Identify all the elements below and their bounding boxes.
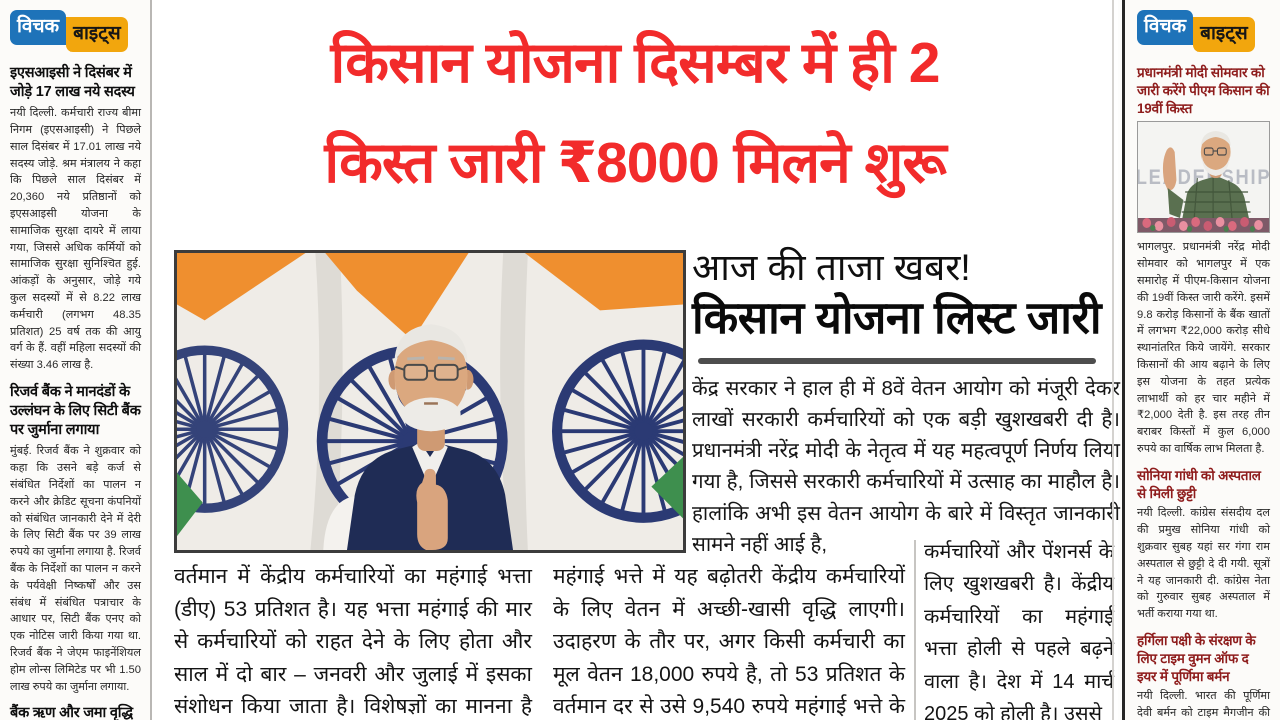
article-body: भागलपुर. प्रधानमंत्री नरेंद्र मोदी सोमवा… bbox=[1137, 241, 1270, 455]
vertical-divider bbox=[1112, 0, 1114, 720]
masthead-word-yellow: बाइट्स bbox=[66, 17, 128, 52]
main-story-area: किसान योजना दिसम्बर में ही 2 किस्त जारी … bbox=[152, 0, 1120, 720]
main-headline-line2: किस्त जारी ₹8000 मिलने शुरू bbox=[324, 130, 946, 195]
kicker-text: आज की ताजा खबर! bbox=[692, 247, 971, 288]
article-body: मुंबई. रिजर्व बैंक ने शुक्रवार को कहा कि… bbox=[10, 445, 141, 693]
article-heading: बैंक ऋण और जमा वृद्धि में तीसरी तिमाही म… bbox=[10, 705, 133, 720]
main-headline: किसान योजना दिसम्बर में ही 2 किस्त जारी … bbox=[152, 14, 1118, 214]
right-article-2: सोनिया गांधी को अस्पताल से मिली छुट्टी न… bbox=[1137, 467, 1270, 623]
main-headline-line1: किसान योजना दिसम्बर में ही 2 bbox=[330, 31, 941, 95]
right-article-1: प्रधानमंत्री मोदी सोमवार को जारी करेंगे … bbox=[1137, 64, 1270, 458]
article-body: नयी दिल्ली. भारत की पूर्णिमा देवी बर्मन … bbox=[1137, 690, 1270, 720]
masthead-word-blue: विचक bbox=[1137, 10, 1194, 45]
body-column-2: महंगाई भत्ते में यह बढ़ोतरी केंद्रीय कर्… bbox=[553, 565, 905, 719]
sub-headline: किसान योजना लिस्ट जारी bbox=[692, 292, 1102, 343]
modi-photo-illustration bbox=[177, 253, 683, 550]
flower-garland bbox=[1138, 217, 1269, 233]
modi-waving-photo: LEADERSHIP bbox=[1137, 121, 1270, 234]
lead-paragraph: केंद्र सरकार ने हाल ही में 8वें वेतन आयो… bbox=[692, 377, 1120, 556]
article-body: नयी दिल्ली. कांग्रेस संसदीय दल की प्रमुख… bbox=[1137, 507, 1270, 621]
left-article-1: इएसआइसी ने दिसंबर में जोड़े 17 लाख नये स… bbox=[10, 64, 141, 374]
body-column-3: कर्मचारियों और पेंशनर्स के लिए खुशखबरी ह… bbox=[924, 541, 1114, 720]
right-sidebar-column: विचक बाइट्स प्रधानमंत्री मोदी सोमवार को … bbox=[1122, 0, 1280, 720]
modi-photo bbox=[174, 250, 686, 553]
masthead-word-yellow: बाइट्स bbox=[1193, 17, 1255, 52]
body-column-1: वर्तमान में केंद्रीय कर्मचारियों का महंग… bbox=[174, 565, 532, 719]
right-article-3: हर्गिला पक्षी के संरक्षण के लिए टाइम वुम… bbox=[1137, 632, 1270, 720]
quick-bytes-masthead: विचक बाइट्स bbox=[10, 10, 141, 52]
article-heading: हर्गिला पक्षी के संरक्षण के लिए टाइम वुम… bbox=[1137, 633, 1256, 684]
masthead-word-blue: विचक bbox=[10, 10, 67, 45]
article-heading: रिजर्व बैंक ने मानदंडों के उल्लंघन के लि… bbox=[10, 384, 141, 439]
modi-waving-figure bbox=[1162, 131, 1251, 223]
article-heading: प्रधानमंत्री मोदी सोमवार को जारी करेंगे … bbox=[1137, 65, 1270, 116]
left-sidebar-column: विचक बाइट्स इएसआइसी ने दिसंबर में जोड़े … bbox=[0, 0, 152, 720]
column-divider bbox=[914, 540, 916, 720]
article-body: नयी दिल्ली. कर्मचारी राज्य बीमा निगम (इए… bbox=[10, 107, 141, 372]
quick-bytes-masthead: विचक बाइट्स bbox=[1137, 10, 1270, 52]
left-article-2: रिजर्व बैंक ने मानदंडों के उल्लंघन के लि… bbox=[10, 383, 141, 695]
horizontal-rule bbox=[698, 358, 1096, 364]
left-article-3: बैंक ऋण और जमा वृद्धि में तीसरी तिमाही म… bbox=[10, 704, 141, 720]
article-heading: इएसआइसी ने दिसंबर में जोड़े 17 लाख नये स… bbox=[10, 65, 135, 101]
article-heading: सोनिया गांधी को अस्पताल से मिली छुट्टी bbox=[1137, 467, 1261, 501]
modi-figure bbox=[323, 324, 514, 550]
